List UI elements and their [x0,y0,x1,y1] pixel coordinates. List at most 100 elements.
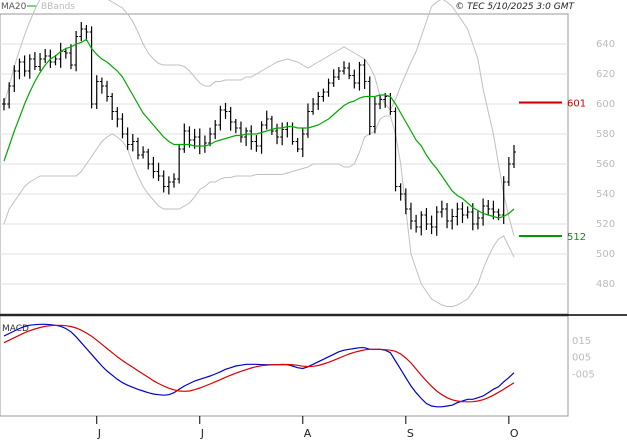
price-tick-label: 560 [596,159,615,170]
legend-bbands-label: BBands [41,2,75,12]
macd-signal-line [3,324,515,403]
ohlc-bar [347,62,352,80]
ohlc-bar [311,98,316,115]
ohlc-bar [475,211,480,230]
ohlc-bar [419,211,424,236]
ohlc-bar [218,105,223,131]
legend-ma20-label: MA20 [1,2,27,12]
ohlc-bar [249,125,254,150]
bollinger-lower-line [3,115,515,307]
ohlc-bar [326,78,331,97]
ohlc-bar [269,115,274,135]
ohlc-bar [223,102,228,119]
price-tick-label: 520 [596,219,615,230]
ohlc-bar [439,200,444,218]
price-tick-label: 580 [596,129,615,140]
price-tick-label: 540 [596,189,615,200]
ohlc-bar [352,69,357,89]
ohlc-bar [486,199,491,215]
ohlc-bar [372,96,377,134]
ohlc-bar [254,134,259,152]
ohlc-bar [506,157,511,186]
ohlc-bar [182,123,187,153]
ohlc-bar [27,54,32,79]
ohlc-bar [125,127,130,150]
ohlc-bar [285,122,290,138]
ohlc-bar [105,80,110,102]
ohlc-bar [135,137,140,160]
ohlc-bar [445,203,450,229]
ohlc-bar [367,76,372,136]
ohlc-bar [228,106,233,131]
ohlc-bar [166,176,171,195]
ohlc-bar [362,59,367,89]
ohlc-bar [32,52,37,70]
ohlc-bar [84,24,89,41]
ohlc-bar [63,47,68,59]
ohlc-bar [259,121,264,154]
macd-panel-frame [0,315,569,417]
x-tick-label: S [407,427,414,440]
ohlc-bar [156,162,161,181]
bollinger-upper-line [3,0,515,237]
price-tick-label: 600 [596,99,615,110]
copyright-text: © TEC 5/10/2025 3:0 GMT [455,2,575,12]
ohlc-bar [7,82,12,109]
ohlc-bar [512,144,516,169]
x-tick-label: J [200,427,204,440]
ohlc-bar [321,88,326,102]
ohlc-bar [393,107,398,192]
ohlc-bar [305,103,310,138]
ohlc-bar [22,55,27,77]
ohlc-bar [455,202,460,226]
macd-tick-label: 005 [572,353,591,364]
ohlc-bar [450,208,455,230]
ohlc-bar [120,113,125,139]
ohlc-bar [172,173,176,188]
ohlc-bar [264,110,269,130]
ohlc-bar [280,122,285,146]
macd-tick-label: -005 [572,369,595,380]
ohlc-bar [202,135,207,153]
ohlc-bar [2,98,6,111]
ohlc-bar [275,123,280,145]
ohlc-bar [94,75,99,109]
ohlc-bar [110,93,115,121]
x-tick-label: A [304,427,312,440]
x-tick-label: J [97,427,101,440]
ohlc-bar [146,148,151,170]
ohlc-bar [130,133,135,152]
ohlc-bar [429,215,434,235]
ohlc-bar [17,58,22,80]
ohlc-bar [331,69,336,87]
ma20-line [3,38,515,219]
ohlc-bar [177,144,182,184]
ohlc-bar [68,44,73,70]
ohlc-bar [151,156,156,179]
price-tick-label: 500 [596,249,615,260]
ohlc-bar [434,206,439,236]
ohlc-bar [38,53,43,71]
macd-line [3,323,515,408]
ohlc-bar [403,188,408,215]
macd-tick-label: 015 [572,336,591,347]
legend: MA20 BBands [1,2,75,12]
ohlc-bar [79,21,84,42]
ohlc-bar [233,118,238,134]
ohlc-bar [336,67,341,81]
price-tick-label: 620 [596,69,615,80]
ohlc-bar [213,120,218,140]
price-tick-label: 640 [596,39,615,50]
ohlc-bar [414,214,419,233]
ohlc-bar [465,206,470,219]
ohlc-bar [378,94,383,110]
ohlc-bar [481,198,486,226]
ohlc-bar [300,127,305,157]
ohlc-bar [295,138,300,153]
ohlc-bar [12,65,17,93]
ohlc-bar [89,26,94,109]
macd-panel-title: MACD [2,324,29,334]
ohlc-bar [99,77,104,94]
